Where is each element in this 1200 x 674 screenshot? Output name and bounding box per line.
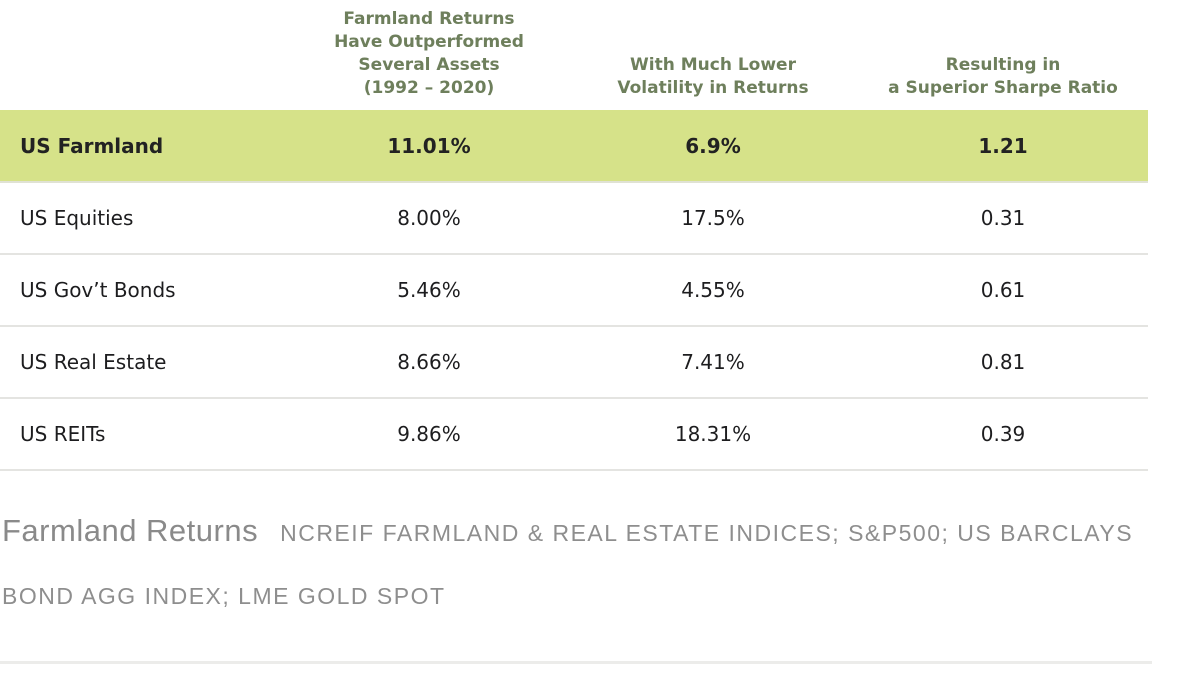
col-header-returns-line: Farmland Returns — [343, 9, 515, 29]
sharpe-value-cell: 0.39 — [980, 422, 1026, 446]
asset-name-cell: US Real Estate — [20, 350, 167, 374]
sharpe-value-cell: 0.81 — [980, 350, 1026, 374]
asset-name-cell: US Equities — [20, 206, 134, 230]
asset-comparison-table: Farmland Returns Have Outperformed Sever… — [0, 0, 1148, 470]
col-header-returns: Farmland Returns Have Outperformed Sever… — [290, 0, 568, 110]
bottom-divider — [0, 661, 1152, 664]
return-value-cell: 5.46% — [397, 278, 461, 302]
return-value-cell: 8.00% — [397, 206, 461, 230]
col-header-volatility-line: Volatility in Returns — [617, 78, 809, 98]
table-row-us-real-estate: US Real Estate 8.66% 7.41% 0.81 — [0, 326, 1148, 398]
return-value-cell: 8.66% — [397, 350, 461, 374]
caption-source: NCREIF FARMLAND & REAL ESTATE INDICES; S… — [2, 520, 1134, 609]
return-value-cell: 11.01% — [387, 133, 471, 158]
col-header-asset — [0, 0, 290, 110]
return-value-cell: 9.86% — [397, 422, 461, 446]
col-header-sharpe-line: a Superior Sharpe Ratio — [888, 78, 1118, 98]
chart-caption: Farmland Returns NCREIF FARMLAND & REAL E… — [2, 501, 1162, 629]
asset-name-cell: US REITs — [20, 422, 106, 446]
volatility-value-cell: 6.9% — [685, 133, 741, 158]
volatility-value-cell: 7.41% — [681, 350, 745, 374]
volatility-value-cell: 4.55% — [681, 278, 745, 302]
volatility-value-cell: 18.31% — [674, 422, 752, 446]
asset-name-cell: US Farmland — [20, 133, 164, 158]
volatility-value-cell: 17.5% — [681, 206, 745, 230]
sharpe-value-cell: 0.61 — [980, 278, 1026, 302]
table-row-us-govt-bonds: US Gov’t Bonds 5.46% 4.55% 0.61 — [0, 254, 1148, 326]
table-row-us-reits: US REITs 9.86% 18.31% 0.39 — [0, 398, 1148, 470]
table-row-us-farmland: US Farmland 11.01% 6.9% 1.21 — [0, 110, 1148, 182]
col-header-returns-line: Several Assets — [358, 55, 500, 75]
col-header-volatility-line: With Much Lower — [630, 55, 796, 75]
caption-title: Farmland Returns — [2, 513, 259, 548]
sharpe-value-cell: 1.21 — [978, 133, 1028, 158]
table-header: Farmland Returns Have Outperformed Sever… — [0, 0, 1148, 110]
col-header-returns-line: (1992 – 2020) — [363, 78, 495, 98]
sharpe-value-cell: 0.31 — [980, 206, 1026, 230]
col-header-sharpe-line: Resulting in — [945, 55, 1061, 75]
col-header-volatility: With Much Lower Volatility in Returns — [568, 0, 858, 110]
asset-name-cell: US Gov’t Bonds — [20, 278, 176, 302]
col-header-sharpe: Resulting in a Superior Sharpe Ratio — [858, 0, 1148, 110]
col-header-returns-line: Have Outperformed — [334, 32, 524, 52]
table-row-us-equities: US Equities 8.00% 17.5% 0.31 — [0, 182, 1148, 254]
